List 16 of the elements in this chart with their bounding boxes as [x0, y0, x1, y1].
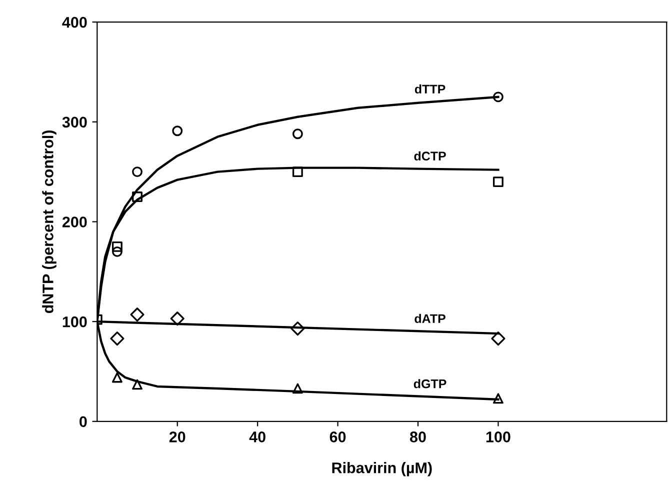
- y-tick-label: 0: [80, 416, 87, 428]
- series-label: dCTP: [414, 151, 446, 160]
- x-tick-label: 100: [486, 432, 510, 442]
- series-label: dTTP: [414, 84, 446, 94]
- y-tick-label: 100: [62, 316, 87, 328]
- series-label: dGTP: [414, 379, 446, 388]
- x-tick-label: 60: [330, 432, 346, 442]
- y-tick-label: 400: [62, 16, 87, 28]
- series-label: dATP: [414, 314, 446, 324]
- x-tick-label: 40: [249, 432, 266, 442]
- x-axis-title: Ribavirin (µM): [332, 462, 432, 476]
- x-tick-label: 20: [169, 432, 186, 442]
- x-tick-label: 80: [410, 432, 426, 442]
- y-tick-label: 200: [62, 216, 87, 228]
- y-axis-title: dNTP (percent of control): [42, 130, 56, 314]
- y-tick-label: 300: [62, 116, 87, 128]
